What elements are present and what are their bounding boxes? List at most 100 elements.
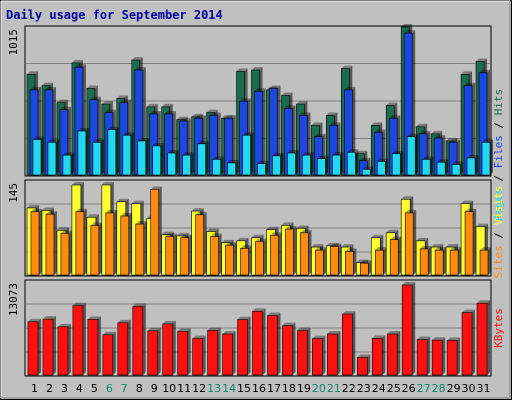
visits-bar-23-top — [356, 259, 369, 263]
hits-bar-4-top — [71, 59, 83, 63]
pages-bar-1 — [32, 136, 44, 176]
visits-bar-21-top — [326, 242, 339, 246]
sites-bar-22-side — [353, 248, 357, 275]
pages-bar-30 — [466, 154, 479, 176]
kbytes-bar-16-face — [252, 311, 263, 376]
pages-bar-9-face — [152, 145, 162, 176]
pages-bar-4-top — [77, 128, 89, 132]
sites-bar-20 — [315, 247, 327, 276]
sites-bar-15-side — [248, 245, 252, 275]
sites-bar-11-top — [180, 234, 192, 238]
x-tick-label: 18 — [282, 382, 296, 395]
pages-bar-14-face — [227, 162, 236, 176]
kbytes-bar-15-top — [237, 316, 251, 320]
sites-bar-17-face — [270, 234, 279, 276]
kbytes-bar-16-top — [252, 308, 266, 312]
files-bar-28-top — [434, 135, 446, 139]
files-bar-29-top — [449, 139, 461, 143]
files-bar-23-top — [359, 157, 371, 161]
legend-pages: Pages — [492, 188, 505, 221]
legend-separator: / — [492, 168, 505, 188]
kbytes-bar-9-top — [147, 327, 161, 331]
files-bar-12-top — [194, 115, 206, 119]
y-max-label: 1015 — [7, 29, 20, 56]
pages-bar-31-top — [482, 139, 494, 143]
sites-bar-26-face — [404, 212, 414, 276]
kbytes-bar-3-top — [57, 323, 71, 327]
sites-bar-28-side — [443, 247, 447, 275]
kbytes-bar-25-top — [387, 330, 401, 334]
sites-bar-26-side — [413, 209, 417, 275]
kbytes-bar-21-side — [337, 330, 341, 375]
sites-bar-29-face — [449, 249, 459, 276]
sites-bar-5 — [90, 222, 102, 276]
kbytes-bar-2-side — [52, 316, 56, 375]
kbytes-bar-18-side — [292, 322, 296, 375]
pages-bar-31-face — [481, 142, 491, 176]
sites-bar-7-face — [120, 215, 130, 276]
kbytes-bar-29-face — [446, 340, 458, 376]
files-bar-17-top — [269, 85, 281, 89]
pages-bar-8-side — [145, 137, 149, 175]
sites-bar-6-top — [105, 209, 117, 213]
kbytes-bar-23-face — [356, 357, 368, 376]
sites-bar-30-side — [473, 208, 477, 275]
sites-bar-31-top — [480, 247, 492, 251]
visits-bar-30-top — [461, 200, 474, 204]
pages-bar-27-side — [430, 156, 434, 175]
visits-bar-27-top — [416, 237, 429, 241]
sites-bar-24-top — [375, 247, 387, 251]
x-tick-label: 28 — [432, 382, 446, 395]
pages-bar-19 — [302, 152, 314, 176]
hits-bar-8-top — [131, 57, 143, 61]
sites-bar-16-face — [255, 241, 264, 276]
sites-bar-5-face — [90, 225, 100, 276]
visits-bar-3-top — [56, 227, 69, 231]
sites-bar-8-face — [135, 223, 145, 276]
sites-bar-21 — [330, 243, 342, 276]
sites-bar-5-side — [98, 222, 102, 275]
kbytes-bar-1-side — [38, 318, 41, 375]
pages-bar-7-side — [130, 132, 134, 175]
pages-bar-28-top — [437, 159, 449, 163]
pages-bar-25-top — [392, 150, 404, 154]
x-tick-label: 29 — [447, 382, 461, 395]
hits-bar-7-top — [116, 95, 128, 99]
pages-bar-15-top — [242, 132, 254, 136]
kbytes-bar-22-top — [342, 311, 356, 315]
files-bar-4-top — [74, 64, 86, 68]
sites-bar-15-face — [240, 248, 249, 276]
pages-bar-18 — [287, 150, 299, 176]
sites-bar-31 — [479, 247, 492, 276]
kbytes-bar-2-top — [42, 316, 56, 320]
hits-bar-27-top — [416, 123, 428, 127]
x-tick-label: 16 — [252, 382, 266, 395]
kbytes-bar-23-side — [367, 354, 371, 375]
pages-bar-12 — [197, 140, 209, 176]
hits-bar-11-top — [176, 116, 188, 120]
hits-bar-30-top — [461, 71, 473, 75]
hits-bar-13-top — [206, 109, 218, 113]
kbytes-bar-24 — [371, 335, 386, 376]
kbytes-bar-23-top — [357, 354, 371, 358]
kbytes-bar-9-face — [147, 330, 159, 376]
kbytes-bar-17-side — [277, 312, 281, 375]
hits-bar-16-top — [251, 67, 263, 71]
sites-bar-22-top — [345, 248, 357, 252]
sites-bar-20-top — [315, 247, 327, 251]
kbytes-bar-4-face — [72, 305, 84, 376]
hits-bar-6-top — [101, 101, 113, 105]
pages-bar-30-side — [475, 154, 479, 175]
kbytes-bar-29-top — [447, 337, 461, 341]
files-bar-10-top — [164, 110, 176, 114]
pages-bar-2-face — [47, 142, 57, 176]
panel-legend: KBytes — [492, 308, 505, 348]
kbytes-bar-17 — [267, 312, 281, 376]
legend-separator: / — [492, 225, 505, 245]
kbytes-bar-28-face — [431, 339, 443, 376]
x-tick-label: 20 — [312, 382, 326, 395]
pages-bar-17-face — [272, 155, 281, 176]
kbytes-bar-4-top — [72, 302, 86, 306]
y-max-label: 13073 — [7, 283, 20, 316]
